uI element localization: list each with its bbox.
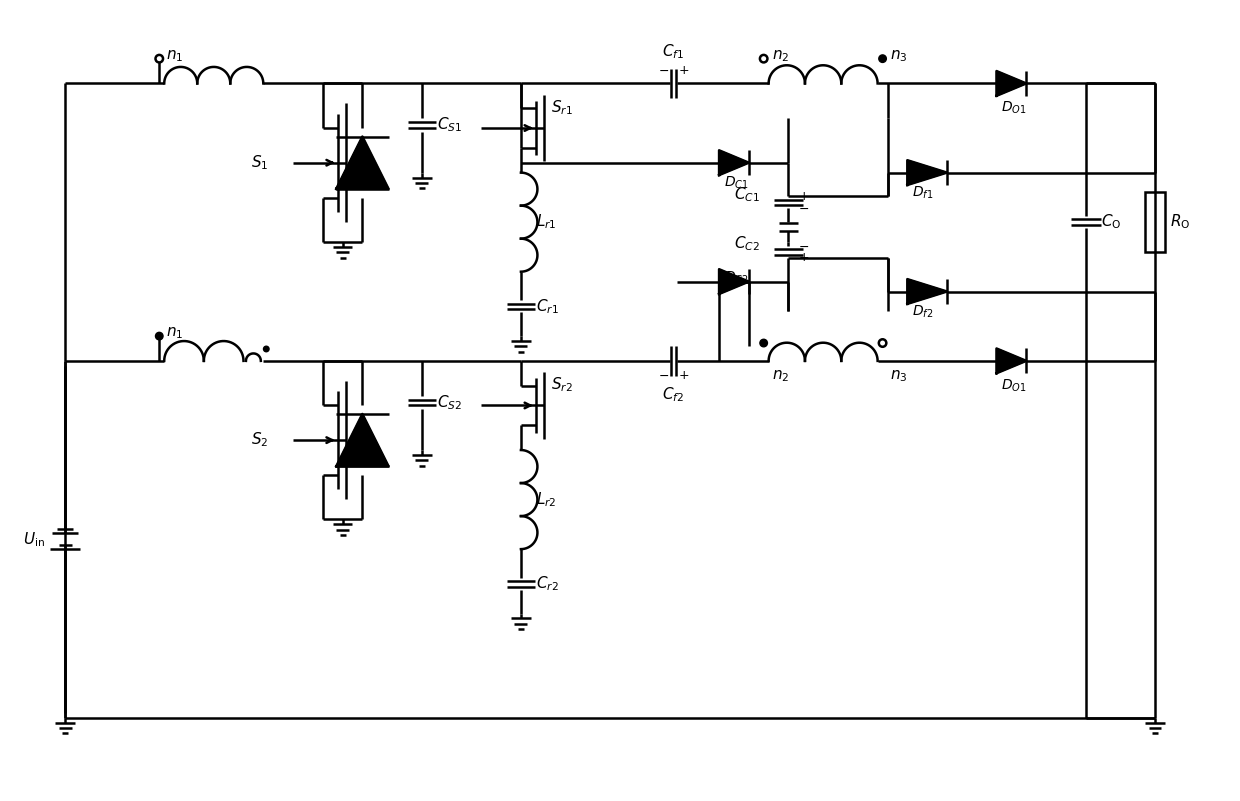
Text: $-$: $-$: [797, 202, 808, 215]
Text: $-$: $-$: [797, 239, 808, 252]
Text: $n_3$: $n_3$: [890, 48, 908, 63]
Text: $S_{r2}$: $S_{r2}$: [551, 376, 573, 394]
Text: $S_1$: $S_1$: [250, 153, 268, 172]
Text: $-$: $-$: [658, 369, 670, 382]
Text: $C_{C2}$: $C_{C2}$: [734, 235, 760, 253]
Text: $D_{f1}$: $D_{f1}$: [913, 184, 934, 200]
Text: $C_{f1}$: $C_{f1}$: [662, 42, 684, 61]
Polygon shape: [719, 151, 749, 175]
Text: $L_{r2}$: $L_{r2}$: [536, 490, 557, 509]
Text: $D_{C2}$: $D_{C2}$: [724, 270, 749, 286]
Text: $C_{r1}$: $C_{r1}$: [536, 297, 558, 316]
Text: $+$: $+$: [797, 190, 808, 203]
Polygon shape: [908, 160, 947, 185]
Text: $C_{\rm O}$: $C_{\rm O}$: [1101, 213, 1121, 231]
Circle shape: [155, 55, 162, 62]
Text: $D_{O1}$: $D_{O1}$: [1002, 100, 1027, 116]
Text: $C_{C1}$: $C_{C1}$: [734, 185, 760, 203]
Text: $n_2$: $n_2$: [771, 368, 789, 384]
Text: $-$: $-$: [658, 64, 670, 77]
Text: $D_{f2}$: $D_{f2}$: [913, 303, 934, 320]
Text: $C_{f2}$: $C_{f2}$: [662, 385, 684, 405]
Polygon shape: [997, 348, 1027, 373]
Circle shape: [760, 55, 768, 62]
Text: $D_{C1}$: $D_{C1}$: [724, 175, 749, 191]
Text: $C_{S2}$: $C_{S2}$: [436, 393, 461, 412]
Text: $C_{S1}$: $C_{S1}$: [436, 115, 461, 135]
Text: $L_{r1}$: $L_{r1}$: [536, 213, 557, 231]
Polygon shape: [997, 71, 1027, 96]
Text: $R_{\rm O}$: $R_{\rm O}$: [1169, 213, 1190, 231]
Circle shape: [760, 340, 768, 347]
Text: $n_3$: $n_3$: [890, 368, 908, 384]
Polygon shape: [908, 279, 947, 304]
Text: $n_1$: $n_1$: [166, 48, 184, 63]
Text: $S_{r1}$: $S_{r1}$: [551, 99, 573, 117]
Circle shape: [879, 55, 887, 62]
Circle shape: [155, 332, 162, 340]
Text: $+$: $+$: [678, 369, 689, 382]
Polygon shape: [336, 136, 388, 189]
Text: $U_{\rm in}$: $U_{\rm in}$: [24, 530, 46, 549]
Polygon shape: [336, 414, 388, 466]
Circle shape: [879, 340, 887, 347]
Text: $+$: $+$: [797, 252, 808, 264]
Bar: [1146, 192, 1164, 252]
Text: $S_2$: $S_2$: [250, 431, 268, 449]
Text: $+$: $+$: [678, 64, 689, 77]
Text: $n_2$: $n_2$: [771, 48, 789, 63]
Text: $D_{O1}$: $D_{O1}$: [1002, 377, 1027, 394]
Text: $n_1$: $n_1$: [166, 325, 184, 341]
Polygon shape: [719, 269, 749, 294]
Text: $C_{r2}$: $C_{r2}$: [536, 574, 558, 594]
Circle shape: [263, 346, 269, 352]
